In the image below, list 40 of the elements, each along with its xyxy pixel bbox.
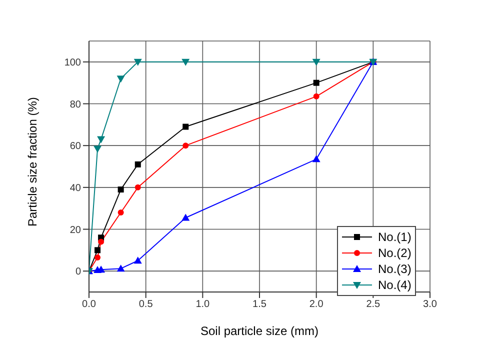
y-tick-label: 60: [70, 141, 82, 152]
x-tick-label: 0.0: [82, 299, 96, 310]
point: [118, 186, 124, 193]
x-axis-title: Soil particle size (mm): [200, 324, 319, 338]
legend-label: No.(2): [378, 246, 412, 260]
point: [313, 93, 320, 100]
y-tick-label: 80: [70, 99, 82, 110]
point: [182, 124, 189, 130]
y-tick-label: 40: [70, 182, 82, 194]
point: [134, 184, 141, 190]
point: [134, 256, 142, 264]
point: [94, 146, 102, 153]
legend-label: No.(4): [378, 278, 412, 292]
legend-label: No.(3): [378, 262, 412, 276]
y-tick-label: 100: [64, 57, 82, 68]
x-tick-label: 1.0: [196, 299, 210, 310]
point: [313, 80, 320, 86]
legend-label: No.(1): [378, 230, 412, 244]
point: [134, 161, 141, 168]
x-tick-label: 2.0: [309, 299, 324, 310]
x-tick-label: 1.5: [252, 299, 267, 310]
y-tick-label: 0: [75, 266, 82, 278]
point: [182, 142, 189, 149]
point: [94, 254, 101, 260]
point: [97, 136, 106, 144]
x-tick-label: 0.5: [138, 299, 154, 310]
point: [182, 58, 190, 66]
x-tick-label: 3.0: [423, 299, 438, 310]
point: [116, 76, 125, 83]
y-axis-title: Particle size fraction (%): [25, 97, 40, 226]
point: [116, 264, 125, 272]
point: [312, 58, 320, 66]
x-tick-label: 2.5: [366, 299, 381, 310]
y-tick-label: 20: [70, 224, 82, 236]
point: [134, 58, 142, 66]
point: [182, 214, 190, 221]
point: [94, 247, 101, 254]
point: [98, 238, 104, 245]
point: [312, 155, 320, 162]
point: [118, 210, 124, 216]
